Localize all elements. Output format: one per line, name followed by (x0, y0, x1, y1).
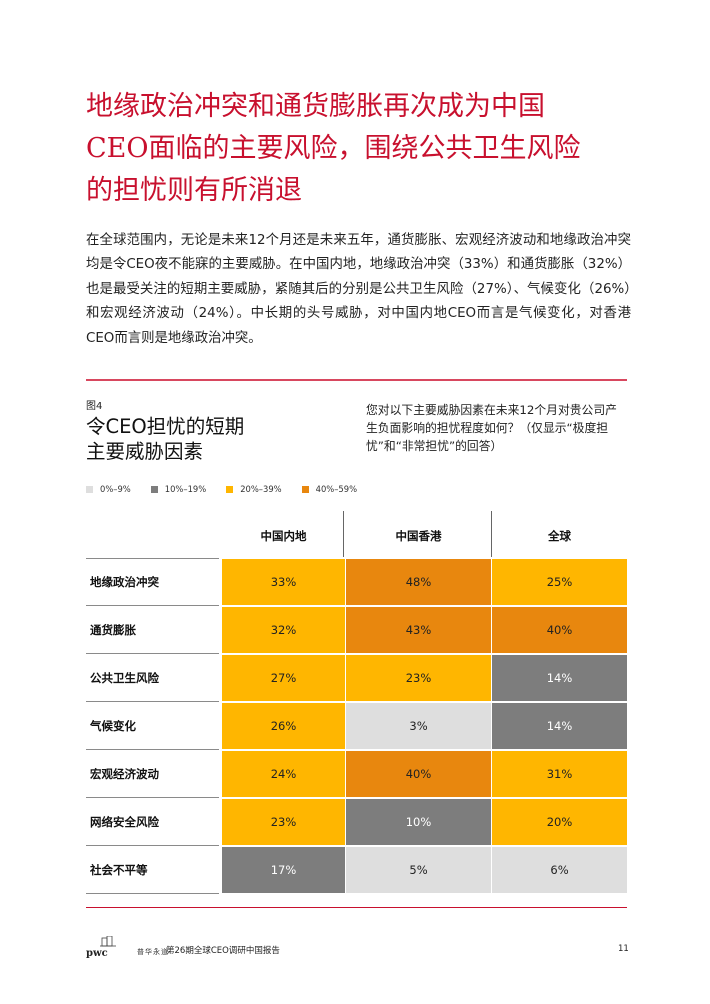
figure-top-rule (86, 379, 627, 381)
figure-title-line-1: 令CEO担忧的短期 (86, 415, 245, 438)
value-cell: 6% (492, 847, 627, 893)
column-header-hongkong: 中国香港 (395, 528, 442, 543)
value-cell: 14% (492, 703, 627, 749)
value-cell: 20% (492, 799, 627, 845)
value-cell: 23% (346, 655, 491, 701)
value-cell: 25% (492, 559, 627, 605)
value-cell: 40% (492, 607, 627, 653)
footer-rule (86, 907, 627, 908)
footer-brand: 普华永道 (137, 948, 169, 956)
legend-label: 20%–39% (240, 484, 282, 494)
legend-swatch (86, 485, 93, 493)
row-label: 社会不平等 (86, 846, 219, 894)
legend-label: 0%–9% (100, 484, 131, 494)
intro-paragraph: 在全球范围内，无论是未来12个月还是未来五年，通货膨胀、宏观经济波动和地缘政治冲… (86, 233, 631, 346)
legend-swatch (150, 485, 158, 493)
page-number: 11 (618, 944, 629, 954)
legend-item: 0%–9% (86, 484, 131, 494)
row-label: 气候变化 (86, 702, 219, 750)
headline: 地缘政治冲突和通货膨胀再次成为中国 CEO面临的主要风险，围绕公共卫生风险 的担… (86, 86, 626, 212)
svg-text:pwc: pwc (86, 948, 108, 959)
value-cell: 31% (492, 751, 627, 797)
column-header-mainland: 中国内地 (260, 528, 307, 543)
legend: 0%–9% 10%–19% 20%–39% 40%–59% (86, 484, 377, 494)
value-cell: 17% (222, 847, 345, 893)
legend-label: 10%–19% (164, 484, 207, 494)
row-label: 通货膨胀 (86, 606, 219, 654)
column-divider (343, 511, 344, 557)
legend-label: 40%–59% (315, 484, 358, 494)
value-cell: 26% (222, 703, 345, 749)
row-label: 网络安全风险 (86, 798, 219, 846)
legend-swatch (301, 485, 309, 493)
value-cell: 33% (222, 559, 345, 605)
legend-item: 40%–59% (301, 484, 358, 494)
value-cell: 32% (222, 607, 345, 653)
figure-label: 图4 (86, 401, 103, 412)
value-cell: 27% (222, 655, 345, 701)
row-label: 宏观经济波动 (86, 750, 219, 798)
figure-title: 令CEO担忧的短期 主要威胁因素 (86, 414, 326, 464)
value-cell: 3% (346, 703, 491, 749)
figure-title-line-2: 主要威胁因素 (86, 440, 204, 463)
column-header-global: 全球 (548, 528, 571, 543)
row-label: 公共卫生风险 (86, 654, 219, 702)
value-cell: 43% (346, 607, 491, 653)
column-divider (491, 511, 492, 557)
footer-report-title: 第26期全球CEO调研中国报告 (166, 946, 280, 956)
pwc-logo: pwc (86, 936, 116, 959)
value-cell: 40% (346, 751, 491, 797)
legend-swatch (226, 485, 234, 493)
figure-question: 您对以下主要威胁因素在未来12个月对贵公司产生负面影响的担忧程度如何？（仅显示“… (366, 403, 617, 453)
value-cell: 48% (346, 559, 491, 605)
headline-line-1: 地缘政治冲突和通货膨胀再次成为中国 (86, 91, 545, 122)
row-label: 地缘政治冲突 (86, 558, 219, 606)
value-cell: 14% (492, 655, 627, 701)
value-cell: 24% (222, 751, 345, 797)
legend-item: 10%–19% (150, 484, 207, 494)
headline-line-3: 的担忧则有所消退 (86, 175, 302, 206)
value-cell: 10% (346, 799, 491, 845)
value-cell: 5% (346, 847, 491, 893)
legend-item: 20%–39% (226, 484, 282, 494)
value-cell: 23% (222, 799, 345, 845)
headline-line-2: CEO面临的主要风险，围绕公共卫生风险 (86, 133, 581, 164)
